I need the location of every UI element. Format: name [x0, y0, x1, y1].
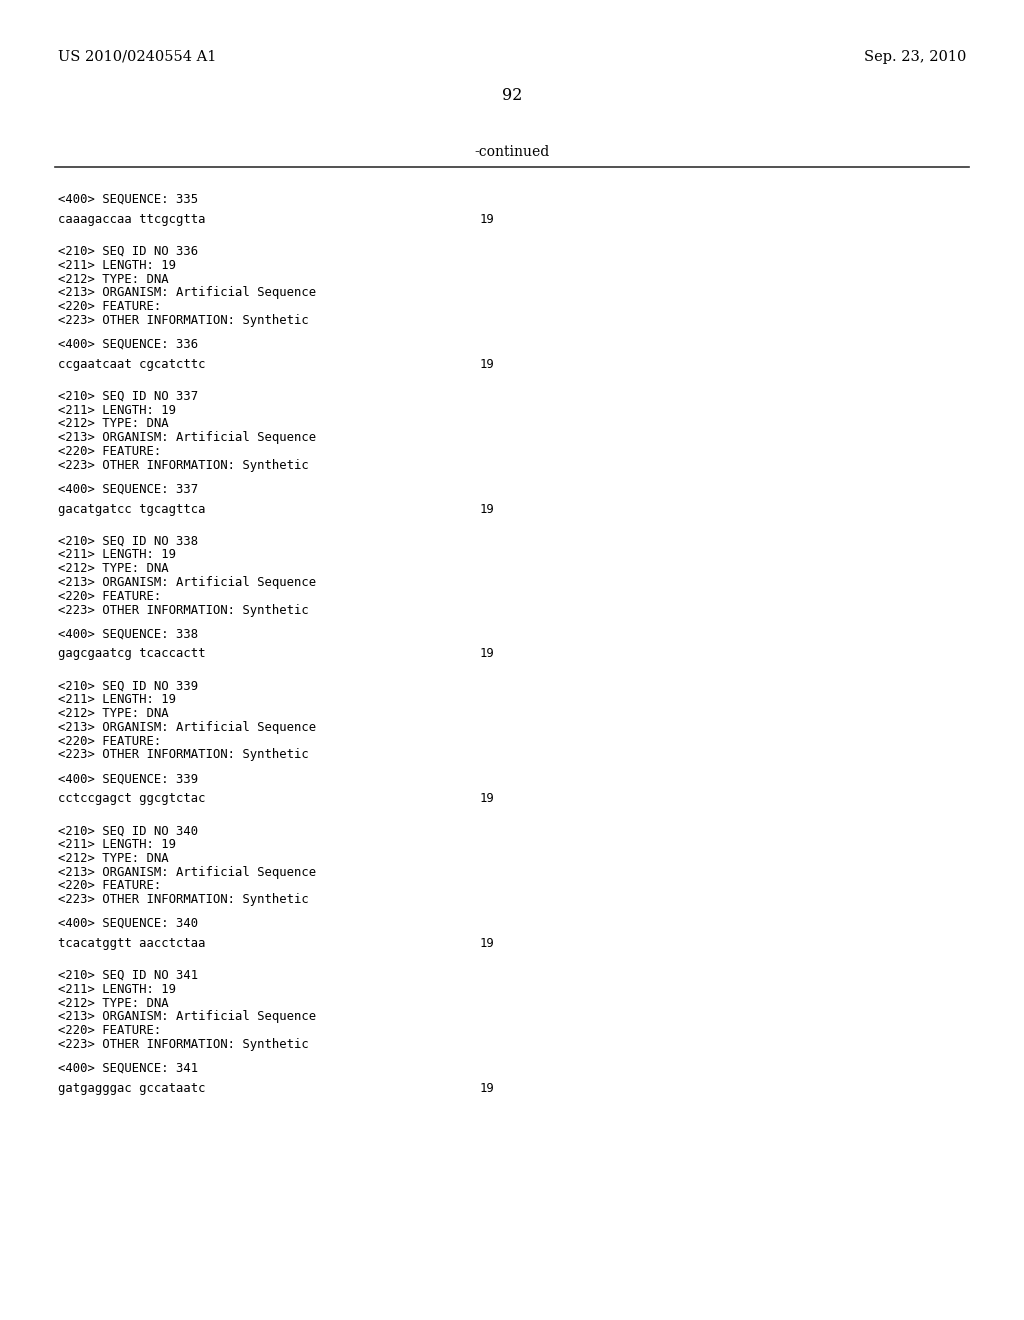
Text: 19: 19	[480, 358, 495, 371]
Text: caaagaccaa ttcgcgtta: caaagaccaa ttcgcgtta	[58, 213, 206, 226]
Text: 19: 19	[480, 937, 495, 950]
Text: <211> LENGTH: 19: <211> LENGTH: 19	[58, 548, 176, 561]
Text: Sep. 23, 2010: Sep. 23, 2010	[863, 50, 966, 63]
Text: <211> LENGTH: 19: <211> LENGTH: 19	[58, 693, 176, 706]
Text: 19: 19	[480, 1082, 495, 1094]
Text: <213> ORGANISM: Artificial Sequence: <213> ORGANISM: Artificial Sequence	[58, 432, 316, 445]
Text: 19: 19	[480, 792, 495, 805]
Text: <213> ORGANISM: Artificial Sequence: <213> ORGANISM: Artificial Sequence	[58, 866, 316, 879]
Text: tcacatggtt aacctctaa: tcacatggtt aacctctaa	[58, 937, 206, 950]
Text: <212> TYPE: DNA: <212> TYPE: DNA	[58, 417, 169, 430]
Text: <400> SEQUENCE: 336: <400> SEQUENCE: 336	[58, 338, 198, 351]
Text: <223> OTHER INFORMATION: Synthetic: <223> OTHER INFORMATION: Synthetic	[58, 894, 309, 907]
Text: <211> LENGTH: 19: <211> LENGTH: 19	[58, 983, 176, 995]
Text: <210> SEQ ID NO 341: <210> SEQ ID NO 341	[58, 969, 198, 982]
Text: <212> TYPE: DNA: <212> TYPE: DNA	[58, 851, 169, 865]
Text: <212> TYPE: DNA: <212> TYPE: DNA	[58, 997, 169, 1010]
Text: ccgaatcaat cgcatcttc: ccgaatcaat cgcatcttc	[58, 358, 206, 371]
Text: <212> TYPE: DNA: <212> TYPE: DNA	[58, 273, 169, 285]
Text: <210> SEQ ID NO 338: <210> SEQ ID NO 338	[58, 535, 198, 548]
Text: <223> OTHER INFORMATION: Synthetic: <223> OTHER INFORMATION: Synthetic	[58, 603, 309, 616]
Text: <220> FEATURE:: <220> FEATURE:	[58, 590, 161, 603]
Text: <211> LENGTH: 19: <211> LENGTH: 19	[58, 838, 176, 851]
Text: <223> OTHER INFORMATION: Synthetic: <223> OTHER INFORMATION: Synthetic	[58, 459, 309, 471]
Text: <223> OTHER INFORMATION: Synthetic: <223> OTHER INFORMATION: Synthetic	[58, 748, 309, 762]
Text: gatgagggac gccataatc: gatgagggac gccataatc	[58, 1082, 206, 1094]
Text: <212> TYPE: DNA: <212> TYPE: DNA	[58, 708, 169, 719]
Text: <400> SEQUENCE: 340: <400> SEQUENCE: 340	[58, 917, 198, 931]
Text: <400> SEQUENCE: 337: <400> SEQUENCE: 337	[58, 483, 198, 495]
Text: <211> LENGTH: 19: <211> LENGTH: 19	[58, 404, 176, 417]
Text: <211> LENGTH: 19: <211> LENGTH: 19	[58, 259, 176, 272]
Text: <400> SEQUENCE: 335: <400> SEQUENCE: 335	[58, 193, 198, 206]
Text: <213> ORGANISM: Artificial Sequence: <213> ORGANISM: Artificial Sequence	[58, 286, 316, 300]
Text: <220> FEATURE:: <220> FEATURE:	[58, 735, 161, 747]
Text: <213> ORGANISM: Artificial Sequence: <213> ORGANISM: Artificial Sequence	[58, 721, 316, 734]
Text: <400> SEQUENCE: 339: <400> SEQUENCE: 339	[58, 772, 198, 785]
Text: 92: 92	[502, 87, 522, 103]
Text: <400> SEQUENCE: 338: <400> SEQUENCE: 338	[58, 627, 198, 640]
Text: <220> FEATURE:: <220> FEATURE:	[58, 445, 161, 458]
Text: <210> SEQ ID NO 336: <210> SEQ ID NO 336	[58, 246, 198, 257]
Text: 19: 19	[480, 647, 495, 660]
Text: <223> OTHER INFORMATION: Synthetic: <223> OTHER INFORMATION: Synthetic	[58, 314, 309, 327]
Text: -continued: -continued	[474, 145, 550, 158]
Text: <400> SEQUENCE: 341: <400> SEQUENCE: 341	[58, 1061, 198, 1074]
Text: US 2010/0240554 A1: US 2010/0240554 A1	[58, 50, 216, 63]
Text: 19: 19	[480, 213, 495, 226]
Text: <213> ORGANISM: Artificial Sequence: <213> ORGANISM: Artificial Sequence	[58, 1010, 316, 1023]
Text: gacatgatcc tgcagttca: gacatgatcc tgcagttca	[58, 503, 206, 516]
Text: <220> FEATURE:: <220> FEATURE:	[58, 300, 161, 313]
Text: <210> SEQ ID NO 340: <210> SEQ ID NO 340	[58, 824, 198, 837]
Text: <223> OTHER INFORMATION: Synthetic: <223> OTHER INFORMATION: Synthetic	[58, 1038, 309, 1051]
Text: <213> ORGANISM: Artificial Sequence: <213> ORGANISM: Artificial Sequence	[58, 576, 316, 589]
Text: <220> FEATURE:: <220> FEATURE:	[58, 879, 161, 892]
Text: gagcgaatcg tcaccactt: gagcgaatcg tcaccactt	[58, 647, 206, 660]
Text: cctccgagct ggcgtctac: cctccgagct ggcgtctac	[58, 792, 206, 805]
Text: 19: 19	[480, 503, 495, 516]
Text: <220> FEATURE:: <220> FEATURE:	[58, 1024, 161, 1038]
Text: <210> SEQ ID NO 339: <210> SEQ ID NO 339	[58, 680, 198, 693]
Text: <210> SEQ ID NO 337: <210> SEQ ID NO 337	[58, 389, 198, 403]
Text: <212> TYPE: DNA: <212> TYPE: DNA	[58, 562, 169, 576]
